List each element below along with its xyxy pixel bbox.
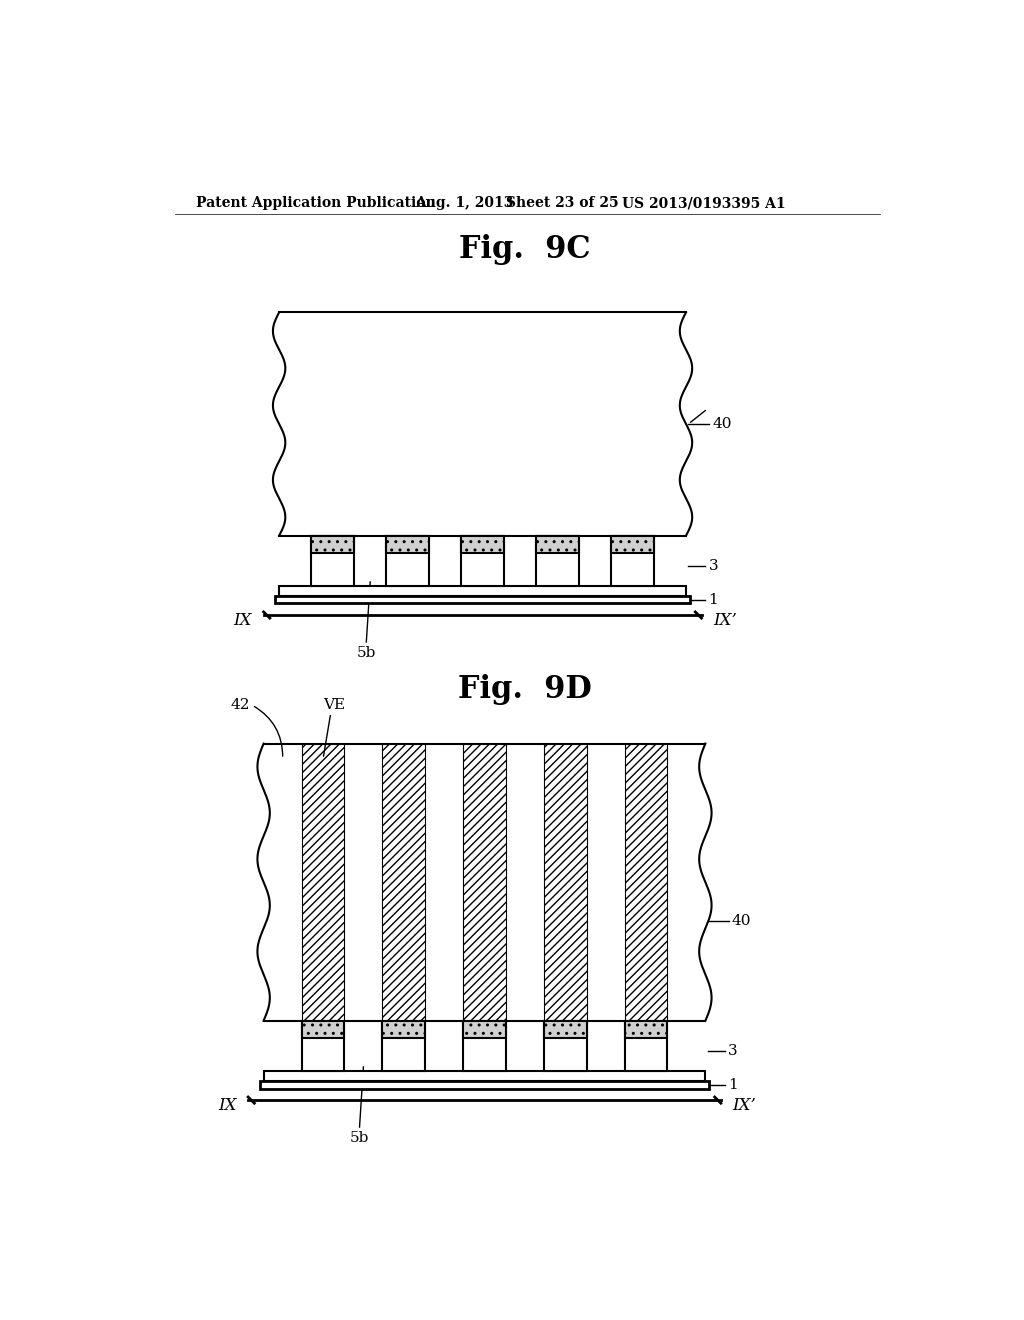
Text: 5b: 5b: [350, 1131, 370, 1144]
Bar: [386, 536, 429, 586]
Bar: [611, 536, 653, 586]
Bar: [280, 586, 686, 595]
Bar: [311, 536, 354, 553]
Bar: [463, 1020, 506, 1038]
Bar: [544, 1020, 587, 1071]
Bar: [625, 1020, 668, 1071]
Bar: [263, 1071, 706, 1081]
Text: 1: 1: [728, 1077, 737, 1092]
Bar: [625, 1020, 668, 1038]
Bar: [544, 743, 587, 1020]
Bar: [463, 1020, 506, 1071]
Bar: [302, 743, 344, 1020]
Bar: [382, 1020, 425, 1038]
Bar: [537, 536, 579, 553]
Text: Fig.  9C: Fig. 9C: [459, 234, 591, 265]
Bar: [302, 1020, 344, 1071]
Bar: [611, 536, 653, 553]
Bar: [275, 595, 690, 603]
Text: Sheet 23 of 25: Sheet 23 of 25: [506, 197, 618, 210]
Text: 3: 3: [728, 1044, 737, 1057]
Text: 1: 1: [709, 593, 718, 607]
Bar: [311, 536, 354, 586]
Bar: [463, 743, 506, 1020]
Text: IX’: IX’: [732, 1097, 757, 1114]
Bar: [386, 536, 429, 553]
Text: US 2013/0193395 A1: US 2013/0193395 A1: [623, 197, 786, 210]
Bar: [537, 536, 579, 586]
Text: 40: 40: [713, 417, 732, 432]
Text: IX: IX: [233, 612, 252, 628]
Text: Fig.  9D: Fig. 9D: [458, 675, 592, 705]
Bar: [461, 536, 504, 586]
Bar: [625, 743, 668, 1020]
Text: 5b: 5b: [356, 645, 376, 660]
Bar: [302, 1020, 344, 1038]
Text: 42: 42: [230, 698, 250, 711]
Text: VE: VE: [324, 698, 346, 711]
Text: 3: 3: [709, 558, 718, 573]
Text: IX’: IX’: [713, 612, 737, 628]
Bar: [260, 1081, 710, 1089]
Text: 40: 40: [732, 913, 752, 928]
Bar: [263, 743, 706, 1020]
Bar: [382, 743, 425, 1020]
Text: Aug. 1, 2013: Aug. 1, 2013: [415, 197, 513, 210]
Bar: [382, 1020, 425, 1071]
Bar: [461, 536, 504, 553]
Bar: [544, 1020, 587, 1038]
Text: Patent Application Publication: Patent Application Publication: [197, 197, 436, 210]
Text: IX: IX: [218, 1097, 237, 1114]
